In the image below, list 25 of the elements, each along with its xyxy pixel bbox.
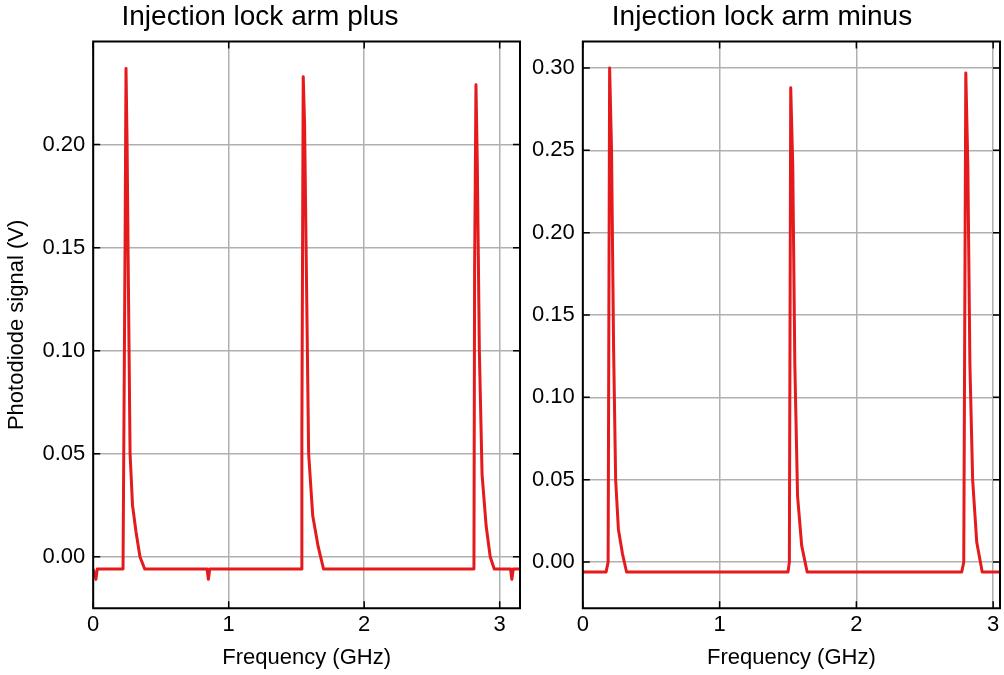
x-tick-label: 3 — [987, 611, 1000, 637]
x-tick-label: 1 — [222, 611, 235, 637]
y-tick-label: 0.10 — [531, 383, 575, 409]
x-tick-label: 3 — [493, 611, 506, 637]
x-axis-title: Frequency (GHz) — [707, 643, 876, 669]
x-tick-label: 2 — [850, 611, 863, 637]
y-tick-label: 0.15 — [42, 233, 86, 259]
y-tick-label: 0.00 — [531, 548, 575, 574]
y-tick-label: 0.05 — [42, 439, 86, 465]
y-tick-label: 0.10 — [42, 336, 86, 362]
y-tick-label: 0.30 — [531, 54, 575, 80]
y-tick-label: 0.00 — [42, 542, 86, 568]
x-tick-label: 0 — [576, 611, 589, 637]
chart-title: Injection lock arm plus — [121, 0, 399, 31]
y-tick-label: 0.20 — [531, 218, 575, 244]
x-axis-title: Frequency (GHz) — [222, 643, 391, 669]
y-tick-label: 0.20 — [42, 130, 86, 156]
x-tick-label: 0 — [87, 611, 100, 637]
y-tick-label: 0.05 — [531, 465, 575, 491]
y-tick-label: 0.25 — [531, 136, 575, 162]
x-tick-label: 1 — [713, 611, 726, 637]
y-axis-title: Photodiode signal (V) — [3, 219, 29, 431]
chart-title: Injection lock arm minus — [611, 0, 913, 31]
y-tick-label: 0.15 — [531, 301, 575, 327]
x-tick-label: 2 — [358, 611, 371, 637]
